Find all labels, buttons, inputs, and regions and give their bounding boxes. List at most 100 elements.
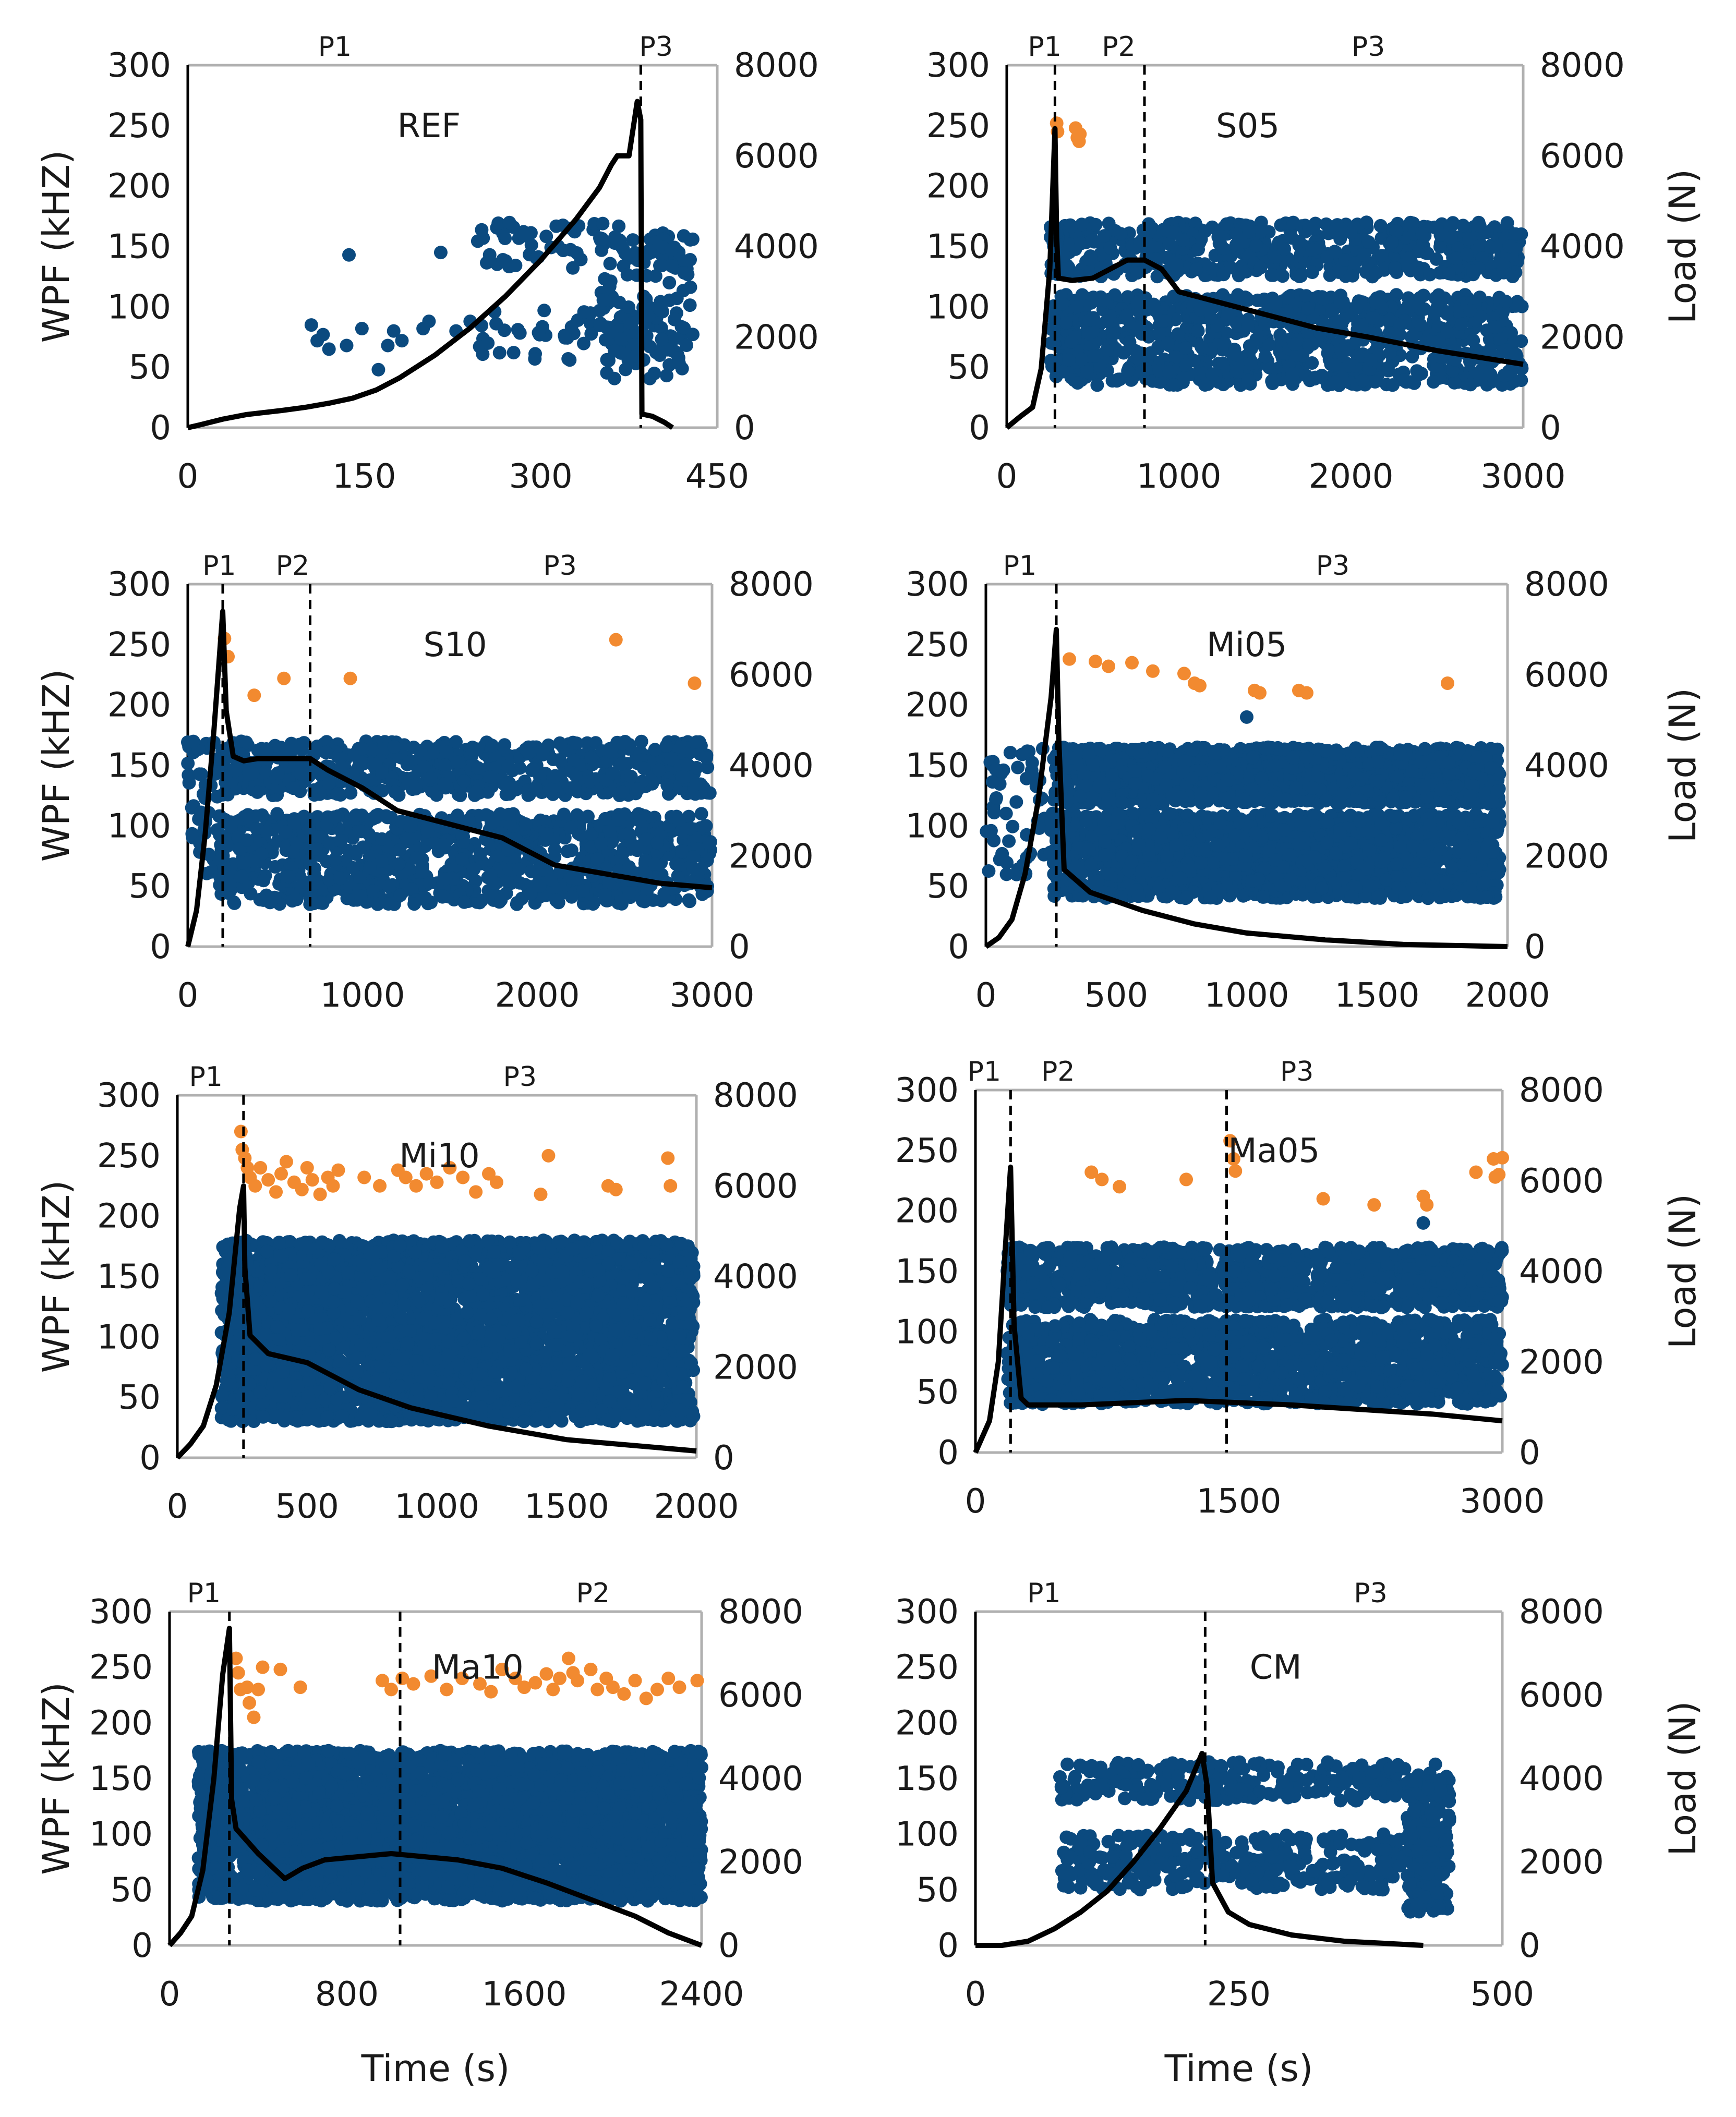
wpf-point xyxy=(568,780,582,794)
wpf-point xyxy=(1229,348,1243,362)
wpf-point xyxy=(257,874,271,888)
wpf-point xyxy=(1418,742,1432,756)
wpf-point xyxy=(1329,747,1343,761)
wpf-point xyxy=(1152,327,1166,341)
wpf-point xyxy=(1466,264,1480,278)
wpf-point xyxy=(584,327,598,341)
wpf-high-point xyxy=(1073,127,1087,141)
wpf-point xyxy=(1249,239,1263,253)
wpf-point xyxy=(600,353,614,367)
wpf-point xyxy=(1286,215,1300,229)
wpf-point xyxy=(1062,353,1076,367)
wpf-point xyxy=(1386,378,1400,392)
x-tick-label: 3000 xyxy=(670,976,755,1015)
wpf-point xyxy=(1442,267,1456,281)
y-tick-label: 250 xyxy=(107,107,171,146)
y2-tick-label: 6000 xyxy=(729,656,814,695)
wpf-point xyxy=(596,216,610,231)
wpf-point xyxy=(268,860,282,874)
wpf-point xyxy=(677,321,691,335)
wpf-point xyxy=(537,304,551,318)
wpf-point xyxy=(1165,225,1179,239)
wpf-point xyxy=(1351,744,1365,758)
wpf-point xyxy=(548,843,562,857)
wpf-point xyxy=(564,820,578,834)
wpf-point xyxy=(622,886,636,900)
wpf-point xyxy=(1294,269,1308,283)
panel-title: S05 xyxy=(1216,107,1280,146)
wpf-point xyxy=(690,735,704,749)
wpf-point xyxy=(392,857,406,871)
wpf-point xyxy=(1269,297,1283,311)
wpf-point xyxy=(1348,256,1362,270)
wpf-point xyxy=(1502,239,1516,253)
wpf-point xyxy=(655,332,669,346)
wpf-point xyxy=(1414,318,1428,332)
wpf-point xyxy=(282,869,295,884)
wpf-point xyxy=(429,837,442,851)
wpf-point xyxy=(517,228,531,243)
wpf-point xyxy=(1242,225,1256,239)
wpf-point xyxy=(522,746,536,760)
wpf-point xyxy=(393,843,407,857)
wpf-point xyxy=(1456,219,1470,233)
wpf-point xyxy=(1412,368,1426,381)
wpf-point xyxy=(1483,343,1497,356)
wpf-point xyxy=(1216,241,1231,256)
wpf-point xyxy=(286,781,300,795)
wpf-point xyxy=(408,782,423,796)
wpf-point xyxy=(304,318,318,332)
panel-title: REF xyxy=(397,107,461,146)
wpf-point xyxy=(612,296,626,309)
wpf-point xyxy=(502,215,516,229)
wpf-point xyxy=(449,735,463,749)
wpf-point xyxy=(598,812,612,826)
wpf-point xyxy=(1428,291,1442,305)
wpf-point xyxy=(433,246,448,260)
wpf-point xyxy=(475,223,489,237)
wpf-point xyxy=(660,778,674,792)
wpf-point xyxy=(1393,328,1407,342)
wpf-point xyxy=(484,868,498,882)
wpf-point xyxy=(1329,245,1343,259)
wpf-point xyxy=(420,825,435,839)
panel-title: S10 xyxy=(424,626,487,664)
wpf-point xyxy=(250,785,264,799)
wpf-point xyxy=(519,817,533,831)
wpf-point xyxy=(1427,220,1441,234)
wpf-point xyxy=(483,770,497,784)
wpf-point xyxy=(1301,301,1315,316)
wpf-point xyxy=(260,744,274,758)
wpf-point xyxy=(635,894,649,908)
wpf-point xyxy=(1059,316,1073,330)
wpf-point xyxy=(655,259,669,273)
wpf-point xyxy=(603,257,617,271)
y-tick-label: 300 xyxy=(107,565,171,604)
wpf-point xyxy=(1308,372,1322,386)
wpf-point xyxy=(1265,377,1280,390)
wpf-point xyxy=(501,759,515,773)
wpf-point xyxy=(1166,378,1180,392)
wpf-point xyxy=(620,268,634,282)
y-tick-label: 100 xyxy=(926,288,990,326)
wpf-point xyxy=(217,861,231,875)
wpf-point xyxy=(594,837,608,851)
wpf-point xyxy=(619,362,633,377)
wpf-point xyxy=(1100,314,1114,329)
wpf-point xyxy=(1404,299,1418,313)
wpf-point xyxy=(1082,252,1096,267)
wpf-point xyxy=(653,303,667,317)
load-line xyxy=(187,99,674,430)
wpf-point xyxy=(1121,364,1135,378)
wpf-point xyxy=(625,316,639,330)
y2-tick-label: 8000 xyxy=(1540,46,1625,85)
wpf-point xyxy=(1369,296,1383,310)
wpf-point xyxy=(388,785,402,799)
x-tick-label: 0 xyxy=(177,976,199,1015)
wpf-point xyxy=(1082,313,1096,327)
wpf-point xyxy=(294,767,308,781)
wpf-high-point xyxy=(609,633,623,647)
wpf-point xyxy=(607,344,621,358)
y-tick-label: 200 xyxy=(926,167,990,206)
